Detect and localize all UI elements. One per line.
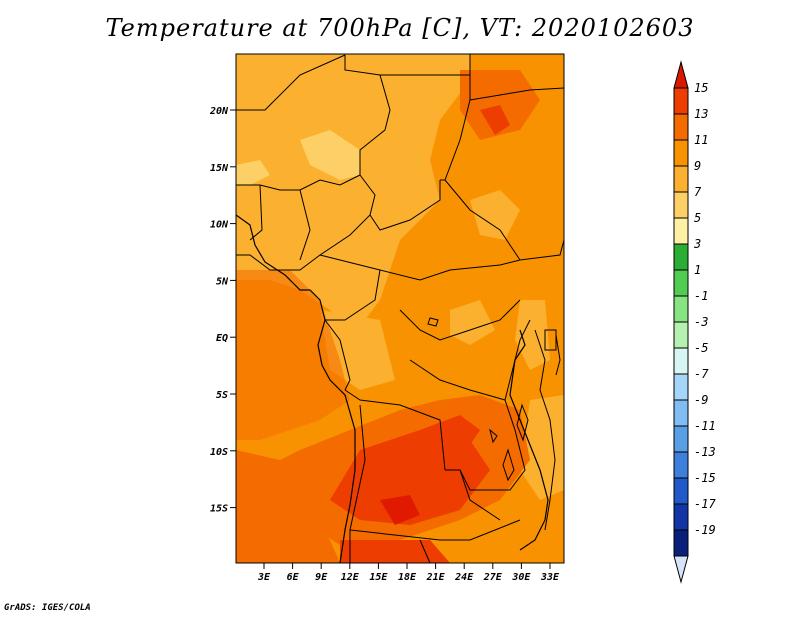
- colorbar-segment: [673, 503, 689, 531]
- lakes: [427, 317, 557, 482]
- lat-tick-label: 10S: [210, 447, 228, 458]
- colorbar-label: 9: [694, 159, 701, 173]
- lon-tick-label: 12E: [341, 572, 360, 583]
- colorbar-label: -19: [694, 523, 716, 537]
- colorbar-segment: [673, 295, 689, 323]
- lon-tick-label: 15E: [369, 572, 388, 583]
- colorbar-label: -7: [694, 367, 709, 381]
- colorbar-label: -17: [694, 497, 716, 511]
- lon-tick-label: 24E: [454, 572, 474, 583]
- colorbar-segment: [673, 217, 689, 245]
- colorbar-label: -11: [694, 419, 716, 433]
- colorbar-label: 1: [694, 263, 701, 277]
- colorbar-segment: [673, 321, 689, 349]
- colorbar-segment: [673, 269, 689, 297]
- map-title: Temperature at 700hPa [C], VT: 202010260…: [105, 14, 695, 42]
- colorbar-label: 7: [694, 185, 702, 199]
- colorbar-label: -5: [694, 341, 708, 355]
- colorbar-segment: [673, 477, 689, 505]
- colorbar-label: -9: [694, 393, 708, 407]
- colorbar-bottom-arrow: [673, 555, 689, 584]
- colorbar-segment: [673, 451, 689, 479]
- temperature-field: [236, 54, 564, 563]
- colorbar-label: 5: [694, 211, 701, 225]
- lat-tick-label: 5N: [216, 276, 229, 287]
- lat-tick-label: 20N: [209, 106, 229, 117]
- colorbar-segment: [673, 87, 689, 115]
- lon-tick-label: 27E: [483, 572, 503, 583]
- lat-tick-label: 10N: [210, 220, 229, 231]
- colorbar-label: -3: [694, 315, 708, 329]
- colorbar-segment: [673, 113, 689, 141]
- colorbar-segment: [673, 347, 689, 375]
- colorbar-segment: [673, 399, 689, 427]
- colorbar-label: -13: [694, 445, 716, 459]
- lat-tick-label: EQ: [216, 333, 228, 344]
- latitude-axis: 20N 15N 10N 5N EQ 5S 10S 15S: [209, 106, 236, 515]
- lon-tick-label: 9E: [315, 572, 328, 583]
- lon-tick-label: 33E: [540, 572, 560, 583]
- lon-tick-label: 3E: [257, 572, 271, 583]
- lat-tick-label: 15S: [210, 504, 228, 515]
- colorbar-label: 3: [693, 237, 701, 251]
- plot-frame: [235, 53, 565, 564]
- colorbar-segment: [673, 191, 689, 219]
- colorbar-segment: [673, 425, 689, 453]
- colorbar-segment: [673, 529, 689, 557]
- colorbar-label: 11: [694, 133, 708, 147]
- lat-tick-label: 5S: [216, 390, 228, 401]
- lon-tick-label: 30E: [511, 572, 531, 583]
- colorbar: 15 13 11 9 7 5 3 1 -1 -3 -5 -7 -9 -11 -13 -15 -17 -19: [673, 60, 716, 584]
- lon-tick-label: 21E: [426, 572, 446, 583]
- credit-text: GrADS: IGES/COLA: [4, 603, 91, 613]
- coastline: [236, 214, 549, 563]
- colorbar-segment: [673, 165, 689, 193]
- colorbar-segment: [673, 373, 689, 401]
- lat-tick-label: 15N: [210, 163, 229, 174]
- colorbar-top-arrow: [673, 60, 689, 89]
- country-borders: [236, 54, 564, 563]
- longitude-axis: 3E 6E 9E 12E 15E 18E 21E 24E 27E 30E 33E: [257, 563, 560, 583]
- colorbar-label: -15: [694, 471, 716, 485]
- colorbar-segment: [673, 139, 689, 167]
- lon-tick-label: 18E: [398, 572, 417, 583]
- colorbar-label: 13: [694, 107, 708, 121]
- lon-tick-label: 6E: [287, 572, 300, 583]
- colorbar-segment: [673, 243, 689, 271]
- colorbar-label: -1: [694, 289, 708, 303]
- colorbar-label: 15: [694, 81, 708, 95]
